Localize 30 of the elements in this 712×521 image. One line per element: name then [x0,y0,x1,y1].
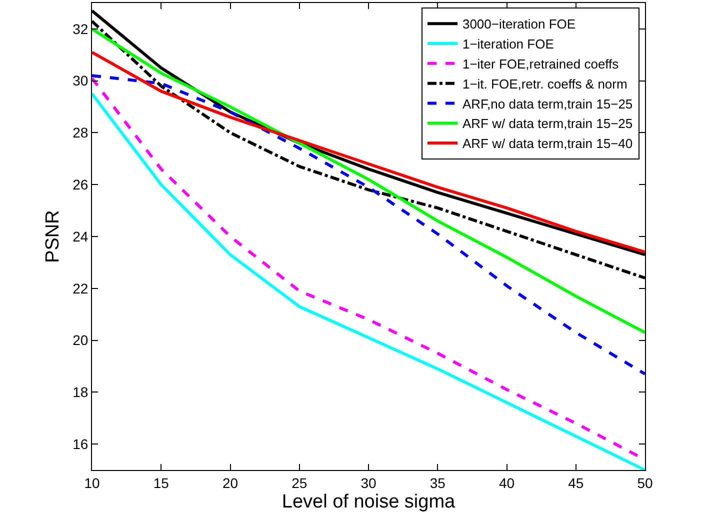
y-tick-label: 16 [72,436,88,452]
line-series [92,50,645,254]
x-tick-label: 20 [222,474,238,491]
legend-label: 3000−iteration FOE [462,16,576,32]
x-tick-label: 25 [292,474,308,491]
legend-label: 1−it. FOE,retr. coeffs & norm [462,76,628,92]
x-tick-label: 10 [84,474,100,491]
line-series [92,27,645,334]
x-tick-label: 40 [498,474,515,491]
y-tick-label: 30 [72,72,88,89]
legend-label: 1−iter FOE,retrained coeffs [462,56,620,72]
y-tick-label: 32 [72,20,88,37]
x-tick-label: 45 [568,474,584,491]
y-tick-label: 22 [72,280,88,296]
y-tick-label: 20 [72,332,88,348]
y-axis-title: PSNR [42,210,64,263]
x-tick-label: 15 [153,474,170,491]
y-tick-label: 24 [72,228,88,244]
x-tick-label: 35 [430,474,446,491]
x-tick-label: 30 [360,474,376,491]
y-tick-label: 28 [72,124,88,141]
y-tick-label: 26 [72,176,88,193]
legend-label: ARF w/ data term,train 15−40 [462,136,633,152]
legend-label: ARF w/ data term,train 15−25 [462,116,633,132]
line-series [92,74,645,376]
y-tick-label: 18 [72,384,88,400]
x-axis-title: Level of noise sigma [282,492,456,513]
legend-label: 1−iteration FOE [462,36,554,52]
x-tick-label: 50 [637,474,653,491]
legend-label: ARF,no data term,train 15−25 [462,96,633,112]
